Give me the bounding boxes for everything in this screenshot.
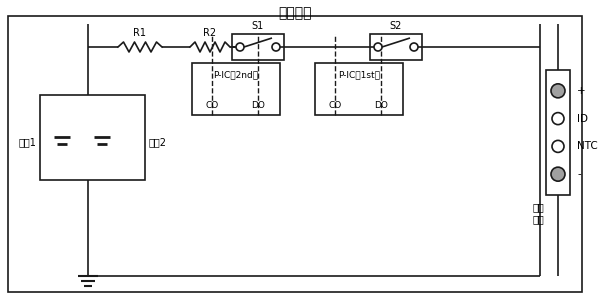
Text: CO: CO — [205, 100, 219, 109]
Text: P-IC（2nd）: P-IC（2nd） — [213, 70, 259, 80]
Circle shape — [410, 43, 418, 51]
Text: +: + — [577, 86, 586, 96]
Bar — [40, 95, 145, 180]
Text: 电池1: 电池1 — [18, 137, 36, 147]
Text: 电池并联: 电池并联 — [278, 6, 312, 20]
Text: R2: R2 — [204, 28, 217, 38]
Circle shape — [374, 43, 382, 51]
Bar — [370, 34, 422, 60]
Text: 充电
连接: 充电 连接 — [532, 202, 544, 224]
Circle shape — [552, 140, 564, 152]
Bar — [546, 70, 570, 195]
Text: DO: DO — [374, 100, 388, 109]
Text: NTC: NTC — [577, 141, 598, 152]
Text: -: - — [577, 169, 581, 179]
Text: ID: ID — [577, 114, 588, 124]
Text: 电池2: 电池2 — [149, 137, 167, 147]
Circle shape — [236, 43, 244, 51]
Circle shape — [272, 43, 280, 51]
Text: S2: S2 — [390, 21, 402, 31]
Text: S1: S1 — [252, 21, 264, 31]
Text: R1: R1 — [133, 28, 147, 38]
Text: DO: DO — [251, 100, 265, 109]
Circle shape — [552, 112, 564, 124]
Text: P-IC（1st）: P-IC（1st） — [338, 70, 380, 80]
Bar — [192, 63, 280, 115]
Text: CO: CO — [329, 100, 342, 109]
Circle shape — [551, 84, 565, 98]
Bar — [315, 63, 403, 115]
Bar — [232, 34, 284, 60]
Circle shape — [551, 167, 565, 181]
